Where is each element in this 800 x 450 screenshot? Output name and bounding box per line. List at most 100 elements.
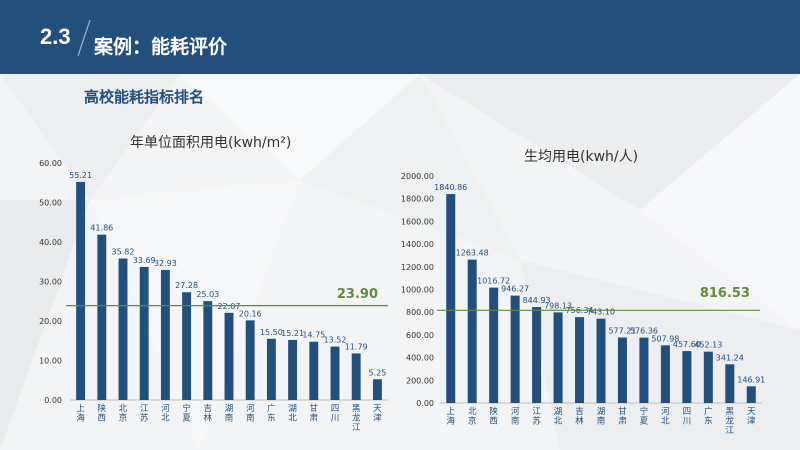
chart-1-category-label: 吉林 [204,404,213,424]
chart-1-data-label: 11.79 [345,342,368,351]
chart-2-category-label: 吉林 [575,407,584,427]
chart-2-ytick: 1600.00 [401,217,434,226]
chart-1-data-label: 32.93 [154,259,177,268]
chart-1-data-label: 13.52 [324,336,347,345]
chart-2-bar [553,312,563,403]
chart-1-bar [245,320,255,400]
chart-2-bar [703,351,713,403]
chart-1-category-label: 甘肃 [310,403,319,424]
chart-2-ytick: 2000.00 [401,172,434,181]
chart-2-bar [575,317,585,403]
chart-2-data-label: 146.91 [737,375,765,384]
chart-2-category-label: 湖北 [554,407,563,427]
chart-1-bar [224,312,234,400]
chart-2-bar [510,295,520,403]
chart-1-category-label: 北京 [119,404,128,424]
chart-1-ytick: 30.00 [39,278,62,287]
chart-2-data-label: 798.13 [544,301,572,310]
chart-2-bar [467,259,477,403]
chart-2-ytick: 1000.00 [401,286,434,295]
chart-1-data-label: 25.03 [196,290,219,299]
chart-1-category-label: 天津 [373,404,382,424]
chart-1-data-label: 15.50 [260,328,283,337]
chart-2-data-label: 844.93 [523,296,551,305]
chart-2-title: 生均用电(kwh/人) [524,149,639,165]
chart-2-bar [489,287,499,403]
chart-2-bar [660,345,670,403]
chart-2-category-label: 广东 [704,406,713,427]
chart-1-ytick: 10.00 [39,357,62,366]
chart-1-ytick: 40.00 [39,238,62,247]
chart-2-data-label: 1263.48 [456,249,489,258]
chart-1-data-label: 33.69 [133,256,156,265]
chart-1-bar [309,341,319,400]
chart-1-category-label: 陕西 [98,403,107,424]
section-number: 2.3 [40,24,71,49]
chart-1-bar [203,301,213,400]
chart-2-bar [596,318,606,403]
chart-1-bar [76,181,86,400]
chart-1-data-label: 35.82 [112,248,135,257]
chart-2-data-label: 452.13 [694,341,722,350]
chart-1-bar [330,346,340,400]
chart-2-ytick: 400.00 [406,354,434,363]
section-subtitle: 高校能耗指标排名 [84,88,205,106]
chart-1-bar [351,353,361,400]
chart-1-category-label: 四川 [331,404,340,424]
chart-2-data-label: 946.27 [501,285,529,294]
chart-2-category-label: 北京 [468,407,477,427]
chart-1-category-label: 河南 [246,403,255,424]
chart-2-category-label: 河南 [511,406,520,427]
chart-2-average-label: 816.53 [700,286,750,301]
chart-1-bar [266,338,276,400]
chart-1-data-label: 27.28 [175,281,198,290]
chart-2-ytick: 200.00 [406,376,434,385]
chart-1-ytick: 0.00 [44,396,62,405]
chart-2-category-label: 甘肃 [618,406,627,427]
chart-2-category-label: 天津 [747,407,756,427]
chart-1-category-label: 广东 [267,403,276,424]
chart-1-ytick: 20.00 [39,317,62,326]
chart-1-data-label: 5.25 [368,368,386,377]
chart-1-data-label: 55.21 [69,171,92,180]
chart-1-average-label: 23.90 [337,287,378,302]
chart-2-bar [617,337,627,403]
chart-1-ytick: 50.00 [39,199,62,208]
chart-2-category-label: 河北 [661,406,670,427]
chart-2-category-label: 湖南 [597,407,606,427]
chart-1-category-label: 湖北 [288,404,297,424]
header-bar: 2.3 案例：能耗评价 [0,0,800,74]
chart-1-bar [160,269,170,400]
chart-2-category-label: 江苏 [532,407,541,427]
chart-2-data-label: 577.21 [608,326,636,335]
chart-1-category-label: 河北 [161,403,170,424]
chart-2-bar [725,364,735,403]
chart-2-data-label: 507.98 [651,334,679,343]
chart-2-ytick: 800.00 [406,308,434,317]
chart-2-data-label: 1840.86 [434,183,467,192]
page-title: 案例：能耗评价 [94,36,228,58]
header-divider [77,19,91,57]
chart-1-category-label: 湖南 [225,404,234,424]
chart-2-bar [532,307,542,403]
chart-1-ytick: 60.00 [39,159,62,168]
chart-2-bar [446,194,456,403]
chart-2-ytick: 1400.00 [401,240,434,249]
chart-2-category-label: 宁夏 [640,406,649,427]
chart-1-title: 年单位面积用电(kwh/m²) [130,135,292,151]
chart-2-ytick: 0.00 [416,399,434,408]
chart-1-category-label: 宁夏 [182,403,191,424]
chart-2-category-label: 黑龙江 [726,407,735,436]
chart-2-bar [682,351,692,403]
chart-1-data-label: 15.21 [281,329,304,338]
chart-2-category-label: 上海 [446,407,455,427]
chart-2-category-label: 陕西 [489,406,498,427]
chart-1-bar [139,266,149,400]
chart-2-bar [746,386,756,403]
chart-2-data-label: 576.36 [630,327,658,336]
chart-1-data-label: 22.07 [218,302,241,311]
chart-1-bar [288,339,298,400]
chart-1-bar [118,258,128,400]
